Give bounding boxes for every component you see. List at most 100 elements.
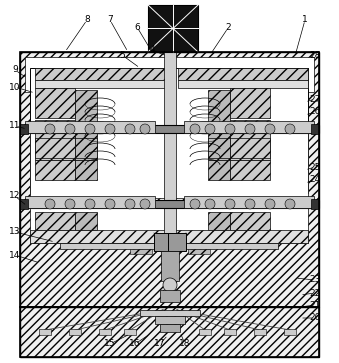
Text: 12: 12 <box>9 192 21 200</box>
Bar <box>160 290 180 302</box>
Bar <box>284 329 296 335</box>
Bar <box>230 138 270 158</box>
Bar <box>75 90 97 145</box>
Bar <box>164 52 176 252</box>
Text: 6: 6 <box>134 23 140 32</box>
Bar <box>20 52 319 307</box>
Bar <box>30 230 308 243</box>
Bar <box>20 307 319 357</box>
Bar <box>35 88 75 118</box>
Bar <box>230 88 270 118</box>
Bar <box>208 142 230 160</box>
Bar <box>199 329 211 335</box>
Bar <box>30 68 308 193</box>
Text: 15: 15 <box>104 339 116 348</box>
Text: 17: 17 <box>154 339 166 348</box>
Bar <box>20 124 28 134</box>
Bar <box>75 142 97 160</box>
Circle shape <box>205 199 215 209</box>
Bar <box>35 160 75 180</box>
Text: 13: 13 <box>9 228 21 237</box>
Bar <box>130 249 152 254</box>
Bar <box>20 125 319 133</box>
Bar <box>99 329 111 335</box>
Circle shape <box>125 199 135 209</box>
Circle shape <box>225 124 235 134</box>
Bar <box>39 329 51 335</box>
Bar <box>184 121 314 133</box>
Bar <box>184 196 314 208</box>
Text: 22: 22 <box>310 289 321 298</box>
Circle shape <box>85 199 95 209</box>
Bar <box>60 243 278 249</box>
Circle shape <box>105 124 115 134</box>
Text: 21: 21 <box>309 301 321 310</box>
Bar <box>35 120 75 142</box>
Bar <box>154 233 172 251</box>
Bar <box>230 120 270 142</box>
Bar <box>208 212 230 230</box>
Text: 25: 25 <box>309 163 321 171</box>
Bar <box>35 80 165 88</box>
Bar <box>20 199 28 209</box>
Text: 20: 20 <box>309 314 321 322</box>
Bar <box>168 233 186 251</box>
Circle shape <box>285 199 295 209</box>
Circle shape <box>45 124 55 134</box>
Circle shape <box>163 278 177 292</box>
Bar <box>35 142 75 160</box>
Text: 23: 23 <box>309 276 321 285</box>
Bar <box>20 200 319 208</box>
Text: 16: 16 <box>129 339 141 348</box>
Bar <box>75 160 97 180</box>
Text: 9: 9 <box>12 65 18 74</box>
Text: 11: 11 <box>9 122 21 131</box>
Text: 8: 8 <box>84 16 90 24</box>
Circle shape <box>85 124 95 134</box>
Bar <box>20 52 319 307</box>
Text: 10: 10 <box>9 82 21 91</box>
Bar <box>230 160 270 180</box>
Bar <box>224 329 236 335</box>
Bar <box>208 160 230 180</box>
Bar <box>178 80 308 88</box>
Text: 26: 26 <box>309 107 321 117</box>
Bar <box>140 310 200 316</box>
Bar <box>69 329 81 335</box>
Bar <box>35 212 75 230</box>
Text: 27: 27 <box>309 94 321 103</box>
Bar <box>161 251 179 281</box>
Circle shape <box>125 124 135 134</box>
Bar <box>124 329 136 335</box>
Bar <box>30 133 308 198</box>
Bar <box>155 316 185 324</box>
Text: 24: 24 <box>310 175 321 184</box>
Circle shape <box>65 124 75 134</box>
Bar <box>208 90 230 145</box>
Bar <box>160 324 180 332</box>
Circle shape <box>65 199 75 209</box>
Bar <box>75 212 97 230</box>
Bar <box>25 196 155 208</box>
Circle shape <box>225 199 235 209</box>
Bar <box>20 307 319 357</box>
Text: 7: 7 <box>107 16 113 24</box>
Circle shape <box>105 199 115 209</box>
Circle shape <box>190 124 200 134</box>
Circle shape <box>140 199 150 209</box>
Text: 28: 28 <box>309 50 321 60</box>
Circle shape <box>285 124 295 134</box>
Bar <box>148 5 198 52</box>
Text: 2: 2 <box>225 24 231 33</box>
Bar <box>75 138 97 158</box>
Text: 4: 4 <box>149 45 155 54</box>
Circle shape <box>265 199 275 209</box>
Bar <box>230 142 270 160</box>
Text: 1: 1 <box>302 16 308 24</box>
Circle shape <box>265 124 275 134</box>
Bar <box>230 212 270 230</box>
Bar <box>35 68 165 80</box>
Bar <box>311 124 319 134</box>
Text: 5: 5 <box>119 50 125 60</box>
Circle shape <box>45 199 55 209</box>
